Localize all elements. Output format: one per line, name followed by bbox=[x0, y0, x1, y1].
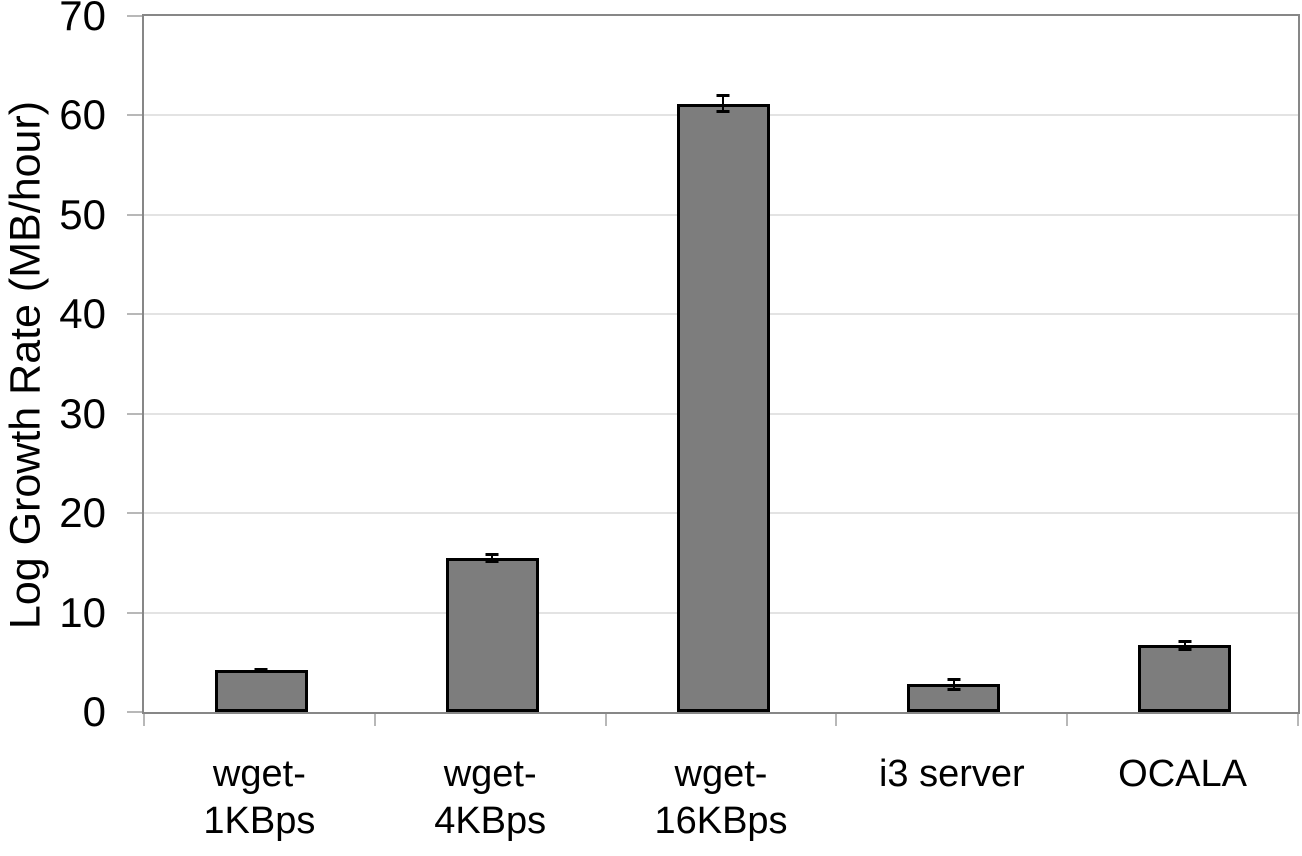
y-tick-mark-40 bbox=[127, 313, 142, 316]
x-label-line: i3 server bbox=[878, 753, 1025, 795]
y-tick-label-50: 50 bbox=[59, 190, 106, 238]
x-tick-mark-5 bbox=[1297, 714, 1299, 726]
x-label-wget-4kbps: wget- 4KBps bbox=[374, 751, 606, 845]
plot-area bbox=[142, 14, 1300, 714]
error-bar-line bbox=[1183, 639, 1186, 651]
error-bar-cap-bottom bbox=[947, 687, 961, 691]
x-tick-mark-4 bbox=[1066, 714, 1069, 726]
error-bar-5 bbox=[1177, 639, 1193, 651]
bar-wget-4kbps bbox=[445, 557, 539, 712]
error-bar-3 bbox=[715, 93, 731, 114]
y-tick-label-70: 70 bbox=[59, 0, 106, 39]
error-bar-2 bbox=[484, 552, 500, 563]
y-tick-label-30: 30 bbox=[59, 389, 106, 437]
bar-ocala bbox=[1138, 645, 1232, 712]
x-tick-mark-2 bbox=[604, 714, 607, 726]
y-tick-mark-10 bbox=[127, 611, 142, 614]
x-label-line: wget- bbox=[212, 753, 306, 795]
x-label-line: 4KBps bbox=[434, 800, 547, 842]
bar-wget-1kbps bbox=[214, 670, 308, 712]
error-bar-cap-top bbox=[716, 93, 730, 97]
x-tick-mark-1 bbox=[373, 714, 376, 726]
error-bar-cap-bottom bbox=[1178, 647, 1192, 651]
error-bar-line bbox=[491, 552, 494, 563]
x-label-line: wget- bbox=[443, 753, 537, 795]
y-tick-label-10: 10 bbox=[59, 588, 106, 636]
y-tick-mark-70 bbox=[127, 15, 142, 17]
error-bar-line bbox=[952, 677, 955, 691]
y-tick-mark-60 bbox=[127, 114, 142, 117]
y-tick-label-60: 60 bbox=[59, 91, 106, 139]
error-bar-cap-bottom bbox=[254, 669, 268, 673]
y-tick-label-0: 0 bbox=[82, 688, 106, 735]
y-tick-mark-30 bbox=[127, 412, 142, 415]
x-label-line: 16KBps bbox=[654, 800, 788, 842]
y-tick-label-20: 20 bbox=[59, 489, 106, 537]
y-tick-mark-0 bbox=[127, 711, 142, 713]
y-axis-title: Log Growth Rate (MB/hour) bbox=[1, 100, 50, 630]
y-tick-label-40: 40 bbox=[59, 290, 106, 338]
error-bar-cap-top bbox=[485, 552, 499, 556]
bar-wget-16kbps bbox=[676, 103, 770, 712]
error-bar-cap-top bbox=[947, 677, 961, 681]
x-label-ocala: OCALA bbox=[1067, 751, 1299, 798]
y-tick-mark-20 bbox=[127, 512, 142, 515]
x-label-wget-1kbps: wget- 1KBps bbox=[143, 751, 375, 845]
x-label-i3-server: i3 server bbox=[836, 751, 1068, 798]
x-tick-mark-0 bbox=[143, 714, 145, 726]
error-bar-4 bbox=[946, 677, 962, 691]
x-tick-mark-3 bbox=[835, 714, 838, 726]
x-label-line: OCALA bbox=[1118, 753, 1247, 795]
error-bar-1 bbox=[253, 668, 269, 673]
error-bar-cap-bottom bbox=[716, 110, 730, 114]
x-label-line: wget- bbox=[674, 753, 768, 795]
y-tick-mark-50 bbox=[127, 213, 142, 216]
error-bar-line bbox=[722, 93, 724, 114]
error-bar-cap-top bbox=[1178, 639, 1192, 643]
x-label-wget-16kbps: wget- 16KBps bbox=[605, 751, 837, 845]
bar-i3-server bbox=[907, 684, 1001, 712]
x-label-line: 1KBps bbox=[203, 800, 316, 842]
error-bar-cap-bottom bbox=[485, 559, 499, 563]
